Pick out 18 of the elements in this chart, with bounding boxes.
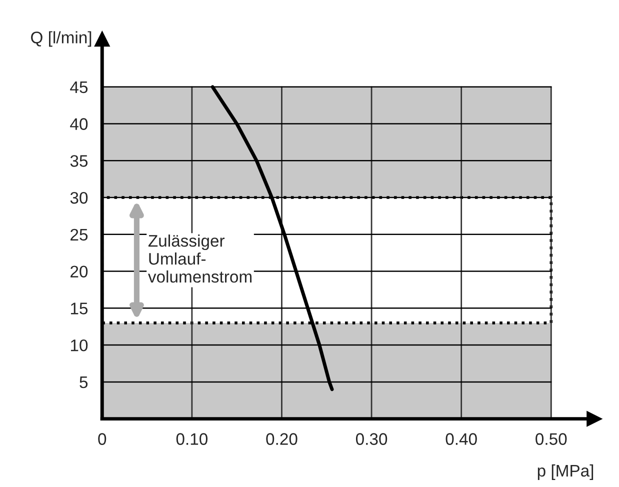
band-label: Zulässiger Umlauf- volumenstrom [148,234,252,283]
x-tick-label: 0.30 [356,433,388,445]
y-tick-label: 5 [80,376,88,388]
y-tick-label: 40 [70,118,88,130]
y-tick-label: 25 [70,228,88,241]
y-tick-label: 10 [70,339,88,352]
y-tick-label: 15 [70,302,88,314]
x-tick-label: 0.10 [176,433,208,445]
y-tick-label: 35 [70,155,88,167]
y-tick-label: 20 [70,266,88,278]
y-tick-label: 45 [70,81,88,94]
y-tick-label: 30 [70,192,88,204]
x-tick-label: 0.20 [266,433,298,445]
y-axis-title: Q [l/min] [31,31,92,47]
x-axis-title: p [MPa] [538,464,594,480]
x-tick-label: 0.50 [536,433,567,445]
x-tick-label: 0.40 [446,433,477,445]
x-tick-label: 0 [98,433,106,445]
